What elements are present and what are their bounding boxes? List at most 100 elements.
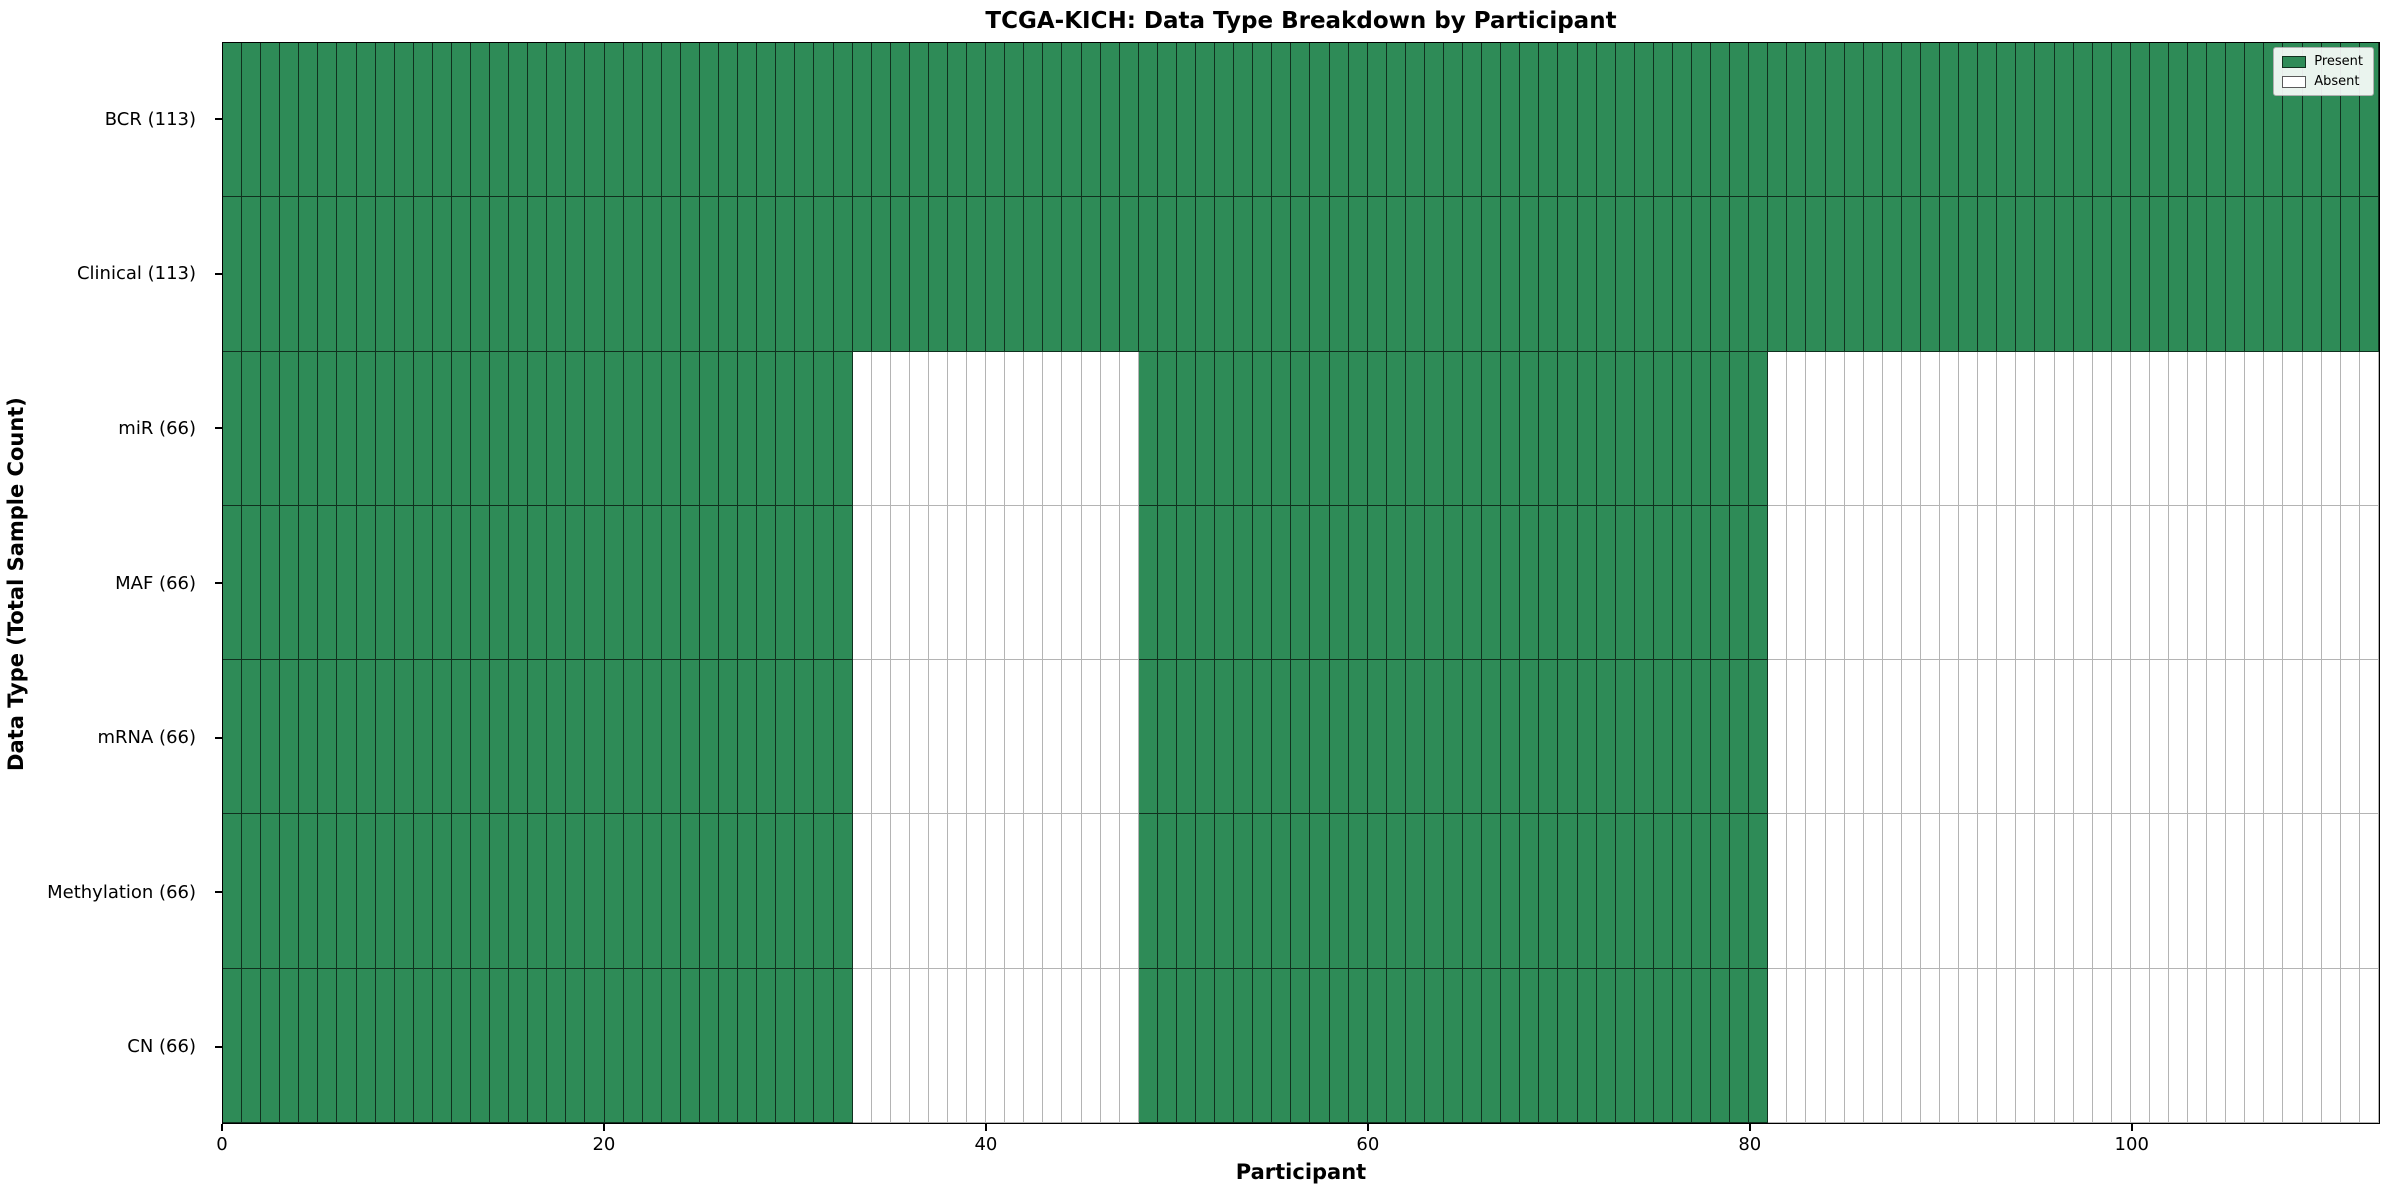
heatmap-cell-present [1310, 351, 1330, 506]
heatmap-cell-absent [1844, 968, 1864, 1123]
heatmap-cell-present [1596, 197, 1616, 352]
heatmap-cell-absent [2245, 968, 2265, 1123]
heatmap-cell-absent [1825, 968, 1845, 1123]
heatmap-cell-present [1386, 814, 1406, 969]
heatmap-cell-absent [1024, 968, 1044, 1123]
y-tick-mark [215, 582, 222, 584]
heatmap-row [223, 814, 2379, 969]
heatmap-cell-present [1195, 660, 1216, 815]
heatmap-cell-present [1424, 197, 1444, 352]
legend-entry-absent: Absent [2282, 74, 2363, 89]
heatmap-cell-present [680, 660, 700, 815]
heatmap-cell-present [1730, 814, 1750, 969]
heatmap-cell-absent [2092, 968, 2112, 1123]
heatmap-cell-present [1176, 197, 1196, 352]
heatmap-cell-present [738, 197, 758, 352]
heatmap-cell-present [585, 814, 605, 969]
heatmap-cell-present [1692, 660, 1712, 815]
heatmap-cell-present [1348, 660, 1368, 815]
heatmap-cell-present [2149, 43, 2169, 198]
heatmap-cell-present [1405, 197, 1425, 352]
x-tick-mark [984, 1124, 987, 1131]
heatmap-cell-present [1291, 351, 1311, 506]
heatmap-cell-absent [1940, 505, 1960, 661]
heatmap-cell-present [661, 814, 681, 969]
heatmap-cell-present [1253, 968, 1273, 1123]
heatmap-cell-present [261, 505, 281, 661]
heatmap-cell-present [1329, 505, 1349, 661]
heatmap-cell-absent [1100, 351, 1120, 506]
heatmap-cell-present [1405, 814, 1425, 969]
heatmap-cell-present [1157, 197, 1177, 352]
heatmap-cell-present [604, 197, 624, 352]
heatmap-cell-absent [1119, 814, 1139, 969]
heatmap-cell-present [1711, 660, 1731, 815]
heatmap-cell-present [890, 197, 910, 352]
heatmap-cell-absent [1005, 351, 1025, 506]
heatmap-cell-present [1692, 505, 1712, 661]
heatmap-cell-present [2340, 197, 2360, 352]
heatmap-cell-absent [1920, 505, 1941, 661]
heatmap-cell-present [356, 351, 376, 506]
heatmap-cell-present [2168, 197, 2189, 352]
heatmap-cell-present [1558, 660, 1578, 815]
heatmap-cell-present [528, 197, 548, 352]
heatmap-cell-present [699, 660, 720, 815]
heatmap-cell-present [1386, 505, 1406, 661]
heatmap-cell-present [852, 197, 872, 352]
heatmap-cell-present [795, 660, 815, 815]
heatmap-cell-present [2054, 197, 2074, 352]
heatmap-cell-absent [2283, 505, 2303, 661]
heatmap-cell-present [1711, 351, 1731, 506]
heatmap-cell-present [1100, 43, 1120, 198]
heatmap-cell-absent [909, 505, 929, 661]
heatmap-cell-present [1768, 43, 1788, 198]
heatmap-cell-present [776, 968, 796, 1123]
heatmap-cell-present [2092, 43, 2112, 198]
heatmap-cell-present [223, 968, 243, 1123]
heatmap-cell-present [337, 505, 357, 661]
heatmap-cell-present [699, 505, 720, 661]
y-tick-label: BCR (113) [104, 108, 196, 130]
heatmap-cell-present [1310, 505, 1330, 661]
heatmap-cell-absent [1920, 351, 1941, 506]
heatmap-cell-present [432, 351, 452, 506]
x-tick-label: 80 [1738, 1134, 1762, 1155]
heatmap-cell-present [413, 968, 433, 1123]
heatmap-cell-present [604, 814, 624, 969]
heatmap-cell-present [1367, 351, 1387, 506]
heatmap-cell-present [1424, 814, 1444, 969]
heatmap-cell-present [642, 968, 662, 1123]
x-tick-mark [221, 1124, 223, 1131]
heatmap-cell-absent [1901, 660, 1921, 815]
heatmap-cell-present [223, 814, 243, 969]
heatmap-cell-present [604, 968, 624, 1123]
heatmap-cell-present [604, 43, 624, 198]
heatmap-row [223, 351, 2379, 506]
heatmap-cell-present [1634, 197, 1654, 352]
heatmap-cell-absent [1768, 351, 1788, 506]
heatmap-cell-present [394, 814, 414, 969]
heatmap-cell-present [490, 197, 510, 352]
heatmap-cell-present [490, 43, 510, 198]
heatmap-cell-present [1711, 968, 1731, 1123]
heatmap-cell-present [642, 814, 662, 969]
heatmap-cell-present [1596, 43, 1616, 198]
heatmap-cell-absent [2207, 660, 2227, 815]
heatmap-cell-absent [1940, 660, 1960, 815]
heatmap-cell-present [1501, 43, 1521, 198]
heatmap-cell-present [1749, 351, 1769, 506]
heatmap-cell-present [928, 197, 948, 352]
heatmap-cell-present [242, 968, 262, 1123]
heatmap-cell-absent [1863, 814, 1883, 969]
heatmap-cell-present [776, 660, 796, 815]
heatmap-cell-absent [2321, 968, 2341, 1123]
heatmap-cell-present [337, 814, 357, 969]
heatmap-cell-present [318, 968, 338, 1123]
heatmap-cell-present [1463, 660, 1483, 815]
heatmap-cell-present [1634, 351, 1654, 506]
heatmap-cell-absent [1901, 968, 1921, 1123]
heatmap-cell-present [1215, 351, 1235, 506]
heatmap-cell-present [1749, 43, 1769, 198]
heatmap-cell-present [1386, 351, 1406, 506]
